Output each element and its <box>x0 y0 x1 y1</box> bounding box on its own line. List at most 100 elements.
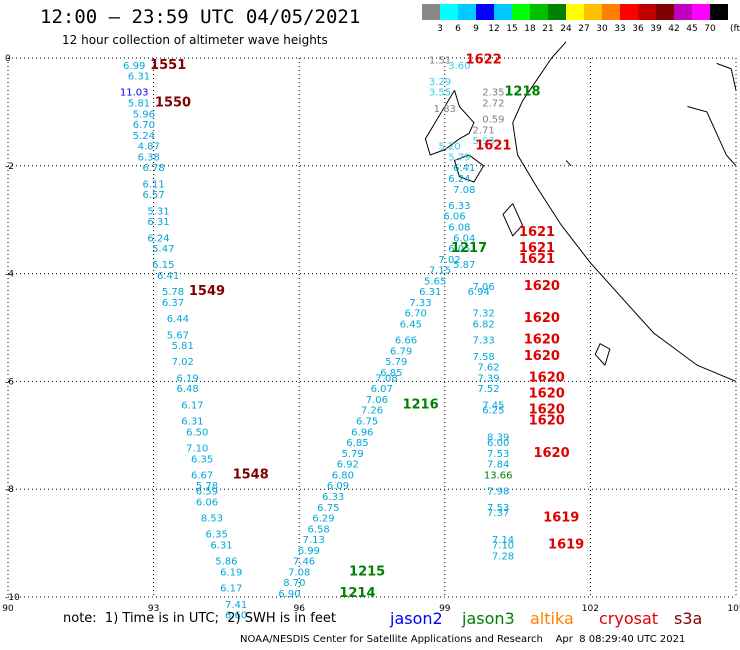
page-title: 12:00 – 23:59 UTC 04/05/2021 <box>40 6 361 28</box>
track-time: 1621 <box>519 225 555 240</box>
swh-value: 6.33 <box>322 492 344 503</box>
swh-value: 7.52 <box>477 384 499 395</box>
track-time: 1619 <box>548 537 584 552</box>
y-tick-label: -10 <box>5 593 20 603</box>
swh-value: 6.24 <box>147 233 169 244</box>
swh-value: 5.67 <box>167 330 189 341</box>
swh-value: 6.19 <box>220 567 242 578</box>
swh-value: 5.65 <box>424 276 446 287</box>
color-swatch <box>512 4 530 20</box>
swh-value: 6.70 <box>133 120 155 131</box>
swh-value: 5.87 <box>453 260 475 271</box>
swh-value: 8.53 <box>201 514 223 525</box>
swh-value: 6.85 <box>380 368 402 379</box>
color-swatch <box>710 4 728 20</box>
swh-value: 7.06 <box>366 395 388 406</box>
swh-value: 6.29 <box>312 514 334 525</box>
swh-value: 5.47 <box>152 244 174 255</box>
coastline <box>424 41 737 382</box>
swh-value: 5.93 <box>472 136 494 147</box>
swh-value: 6.90 <box>278 589 300 600</box>
color-tick: 36 <box>632 24 644 34</box>
track-time: 1217 <box>451 241 487 256</box>
color-tick: 9 <box>473 24 479 34</box>
track-time: 1551 <box>150 58 186 73</box>
y-tick-label: -8 <box>5 485 14 495</box>
swh-value: 6.04 <box>453 233 475 244</box>
swh-value: 3.55 <box>429 88 451 99</box>
color-swatch <box>440 4 458 20</box>
swh-value: 7.08 <box>375 373 397 384</box>
swh-value: 6.99 <box>123 61 145 72</box>
swh-value: 7.02 <box>439 255 461 266</box>
swh-value: 6.31 <box>210 540 232 551</box>
color-swatch <box>638 4 656 20</box>
track-time: 1620 <box>533 446 569 461</box>
swh-value: 6.66 <box>395 336 417 347</box>
swh-value: 6.41 <box>453 163 475 174</box>
swh-value: 6.75 <box>317 503 339 514</box>
y-tick-label: -2 <box>5 162 14 172</box>
swh-value: 6.58 <box>307 524 329 535</box>
swh-value: 5.81 <box>128 99 150 110</box>
color-tick: 30 <box>596 24 608 34</box>
color-tick: 12 <box>488 24 499 34</box>
swh-value: 7.32 <box>472 309 494 320</box>
swh-value: 7.08 <box>288 567 310 578</box>
legend-jason2: jason2 <box>390 609 443 628</box>
swh-value: 6.11 <box>142 179 164 190</box>
swh-value: 7.98 <box>487 487 509 498</box>
track-time: 1620 <box>524 279 560 294</box>
swh-value: 7.84 <box>487 460 509 471</box>
swh-value: 6.50 <box>186 427 208 438</box>
color-swatch <box>692 4 710 20</box>
track-times: 1551 1550 1549 1548 1218 1217 1216 1215 1214 1622… <box>150 52 584 601</box>
swh-value: 5.96 <box>133 109 155 120</box>
track-time: 1218 <box>504 85 540 100</box>
coastline-segment <box>502 203 524 237</box>
track-time: 1619 <box>543 511 579 526</box>
swh-value: 6.31 <box>128 72 150 83</box>
color-tick: 70 <box>704 24 716 34</box>
swh-value: 7.15 <box>429 266 451 277</box>
swh-value: 1.83 <box>434 104 456 115</box>
swh-value: 7.10 <box>186 443 208 454</box>
swh-value: 13.66 <box>484 470 513 481</box>
swh-value: 7.14 <box>492 535 514 546</box>
color-tick: 15 <box>506 24 517 34</box>
swh-value: 5.79 <box>341 449 363 460</box>
color-swatch <box>674 4 692 20</box>
legend-jason3: jason3 <box>462 609 515 628</box>
track-time: 1620 <box>529 403 565 418</box>
swh-value: 7.62 <box>477 363 499 374</box>
swh-value: 6.82 <box>472 320 494 331</box>
x-tick-label: 105 <box>727 604 740 614</box>
color-tick: 3 <box>437 24 443 34</box>
swh-value: 2.72 <box>482 99 504 110</box>
swh-value: 5.79 <box>448 152 470 163</box>
swh-value: 7.39 <box>477 373 499 384</box>
swh-value: 6.85 <box>346 438 368 449</box>
track-time: 1549 <box>189 284 225 299</box>
color-tick: 42 <box>668 24 679 34</box>
color-tick: 33 <box>614 24 625 34</box>
swh-value: 7.33 <box>409 298 431 309</box>
swh-value: 7.28 <box>492 551 514 562</box>
coastline-segment <box>565 160 572 167</box>
swh-value: 7.37 <box>487 508 509 519</box>
swh-value: 6.44 <box>167 314 189 325</box>
swh-value: 6.31 <box>419 287 441 298</box>
x-tick-label: 99 <box>439 604 451 614</box>
swh-value: 5.20 <box>439 142 461 153</box>
x-tick-label: 102 <box>582 604 599 614</box>
color-swatch <box>476 4 494 20</box>
color-swatch <box>458 4 476 20</box>
swh-value: 6.37 <box>162 298 184 309</box>
color-tick: 18 <box>524 24 536 34</box>
color-unit: (ft) <box>730 24 740 34</box>
swh-value: 7.26 <box>361 406 383 417</box>
swh-value: 7.06 <box>472 282 494 293</box>
legend-cryosat: cryosat <box>599 609 659 628</box>
color-swatch <box>620 4 638 20</box>
